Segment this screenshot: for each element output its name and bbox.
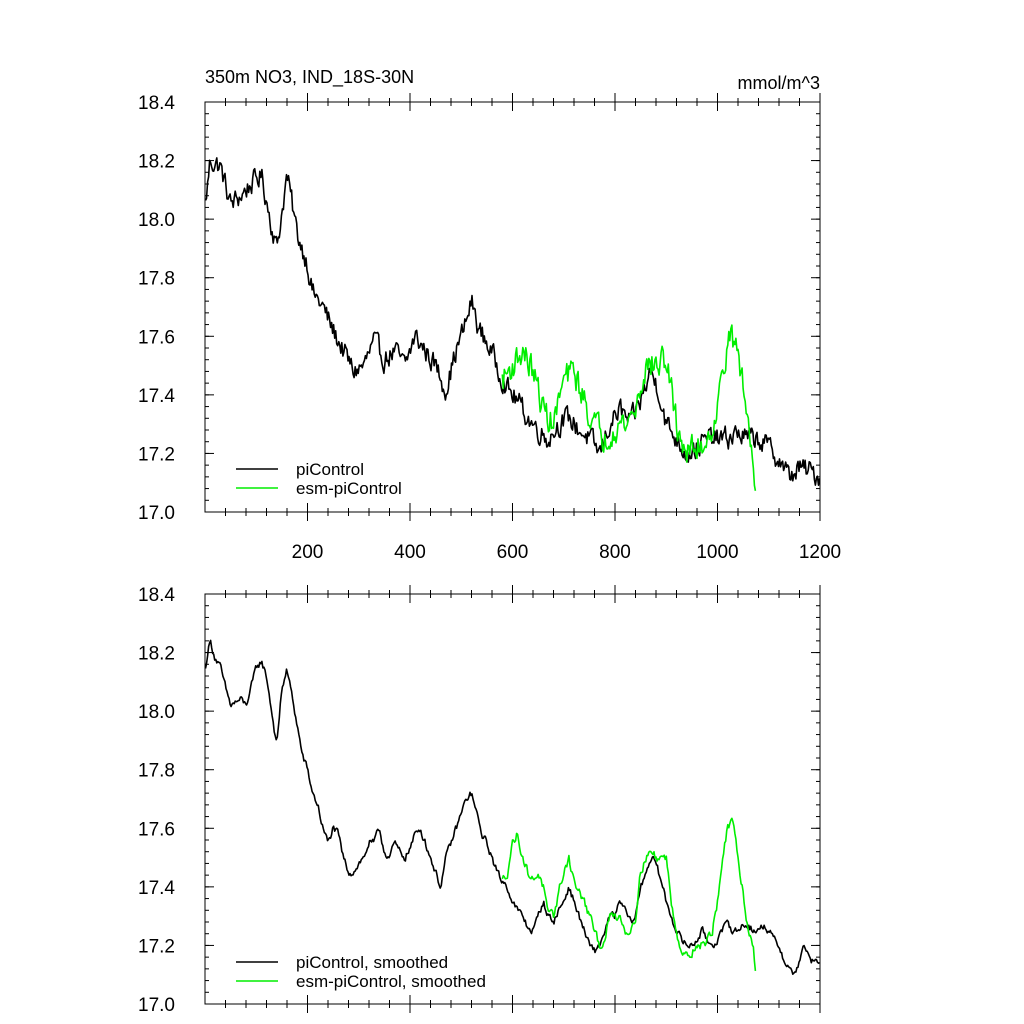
y-tick-label: 18.4 <box>138 93 175 114</box>
y-tick-label: 17.2 <box>138 936 175 957</box>
y-tick-label: 18.2 <box>138 152 175 173</box>
legend-label: piControl <box>296 460 364 479</box>
y-tick-label: 17.8 <box>138 269 175 290</box>
y-tick-label: 17.0 <box>138 503 175 524</box>
y-tick-label: 17.2 <box>138 444 175 465</box>
chart-title: 350m NO3, IND_18S-30N <box>205 67 414 88</box>
legend-label: esm-piControl, smoothed <box>296 972 486 991</box>
x-tick-label: 600 <box>497 542 529 563</box>
plot-frame <box>204 593 821 1005</box>
y-tick-label: 17.6 <box>138 327 175 348</box>
y-tick-label: 17.4 <box>138 878 175 899</box>
bottom-panel: 17.0 17.2 17.4 17.6 17.8 18.0 18.2 18.4 piContr… <box>138 585 821 1016</box>
top-panel: 350m NO3, IND_18S-30N mmol/m^3 17.017.21… <box>138 67 841 563</box>
units-label: mmol/m^3 <box>738 73 820 93</box>
series-line <box>204 639 820 975</box>
series-line <box>501 324 757 491</box>
y-tick-label: 17.4 <box>138 386 175 407</box>
series-line <box>501 817 757 971</box>
x-tick-label: 1200 <box>799 542 841 563</box>
axis-ticks <box>205 585 821 1013</box>
plot-frame <box>204 101 821 513</box>
y-tick-label: 17.6 <box>138 819 175 840</box>
axis-tick-labels: 17.0 17.2 17.4 17.6 17.8 18.0 18.2 18.4 200 400 60… <box>138 93 841 563</box>
series-line <box>204 157 821 486</box>
axis-tick-labels: 17.0 17.2 17.4 17.6 17.8 18.0 18.2 18.4 <box>138 585 175 1016</box>
plot-area <box>204 157 821 491</box>
y-tick-label: 18.2 <box>138 644 175 665</box>
plot-area <box>204 639 820 975</box>
x-tick-label: 1000 <box>696 542 738 563</box>
y-tick-label: 18.0 <box>138 210 175 231</box>
legend-label: piControl, smoothed <box>296 953 448 972</box>
y-tick-label: 18.0 <box>138 702 175 723</box>
axis-ticks <box>205 93 821 521</box>
y-tick-label: 18.4 <box>138 585 175 606</box>
y-tick-label: 17.8 <box>138 761 175 782</box>
x-tick-label: 800 <box>599 542 631 563</box>
x-tick-label: 200 <box>292 542 324 563</box>
legend-label: esm-piControl <box>296 479 402 498</box>
x-tick-label: 400 <box>394 542 426 563</box>
y-tick-label: 17.0 <box>138 995 175 1016</box>
